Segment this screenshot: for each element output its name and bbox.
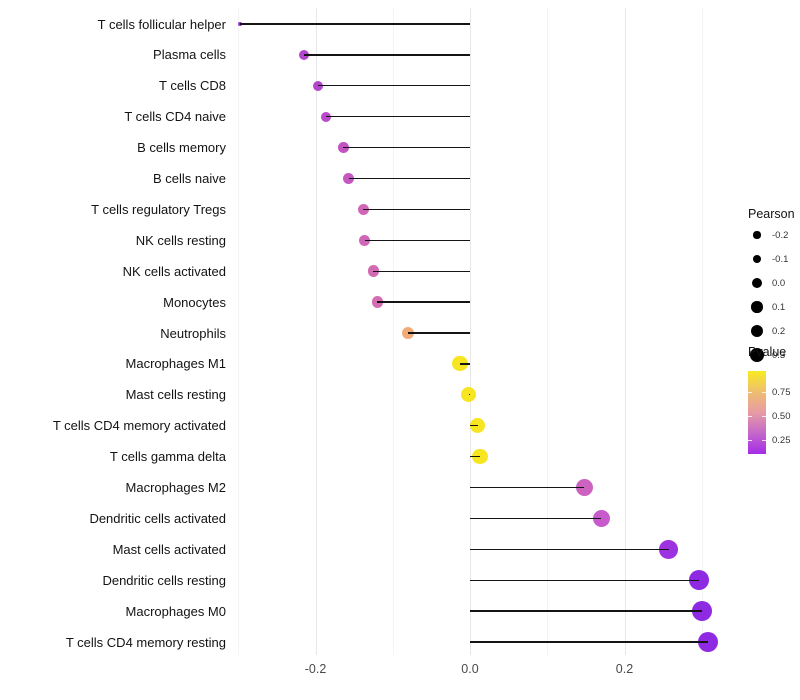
x-axis-tick-label: 0.0 [461,662,479,676]
lollipop-stem [343,146,470,149]
data-point [470,418,486,434]
lollipop-stem [468,394,470,396]
lollipop-stem [470,455,480,458]
legend-size-dot [752,278,762,288]
lollipop-stem [348,177,470,180]
lollipop-stem [364,239,470,241]
pvalue-gradient-bar [748,371,766,454]
y-axis-label: T cells CD8 [159,78,226,94]
legend-size-label: 0.3 [772,349,786,361]
legend-size-dot [750,348,764,362]
gridline-major [624,8,626,655]
gridline-minor [547,8,549,655]
legend-pvalue-tick-mark [748,440,752,441]
y-axis-label: Mast cells resting [125,387,226,403]
lollipop-stem [470,548,669,550]
data-point [460,387,477,403]
data-point [452,356,468,372]
y-axis-label: T cells regulatory Tregs [91,201,226,217]
y-axis-label: Dendritic cells activated [89,510,226,526]
data-point [321,111,332,122]
gridline-minor [238,8,240,655]
y-axis-label: Monocytes [163,294,226,310]
y-axis-label: Plasma cells [153,47,226,63]
lollipop-stem [377,301,470,303]
legend-pvalue-tick-mark [748,392,752,393]
y-axis-label: T cells follicular helper [97,16,226,32]
y-axis-label: B cells naive [153,171,226,186]
legend-size-label: 0.2 [772,325,786,337]
lollipop-stem [470,641,708,643]
y-axis-label: T cells CD4 memory resting [65,634,226,650]
gridline-minor [392,8,394,655]
y-axis-label: T cells gamma delta [109,449,226,465]
legend-size-dot [752,254,762,264]
lollipop-stem [363,208,470,211]
legend-pvalue-tick-mark [762,416,766,417]
data-point [689,570,710,591]
lollipop-stem [373,270,470,272]
gridline-minor [701,8,703,655]
lollipop-stem [326,116,470,118]
lollipop-stem [470,486,585,489]
legend-size-dot [753,231,761,239]
lollipop-stem [408,332,470,334]
lollipop-stem [470,610,702,612]
data-point [237,21,242,27]
legend-size-dot [750,324,764,338]
legend-pvalue-tick-mark [762,392,766,393]
data-point [575,479,593,496]
legend-pvalue-tick-label: 0.75 [772,386,791,398]
legend-size-dot [751,301,763,313]
y-axis-label: Dendritic cells resting [102,572,226,588]
legend-pvalue-title: Pvalue [748,345,787,359]
legend-pearson-title: Pearson [748,207,795,221]
legend-pvalue-tick-mark [748,416,752,417]
lollipop-stem [460,363,470,365]
legend-size-label: -0.1 [772,253,789,265]
data-point [691,601,712,622]
plot-panel [233,8,719,655]
y-axis-label: NK cells resting [135,232,226,248]
y-axis-label: Macrophages M1 [125,356,226,372]
legend-size-label: -0.2 [772,229,789,241]
y-axis-label: Macrophages M2 [125,480,226,495]
y-axis-label: Macrophages M0 [125,603,226,619]
y-axis-label: Mast cells activated [112,541,226,557]
y-axis-label: B cells memory [137,140,226,156]
legend-pvalue-tick-label: 0.25 [772,434,791,446]
gridline-major [470,8,471,655]
legend-size-label: 0.0 [772,277,786,289]
legend-size-label: 0.1 [772,301,786,313]
data-point [337,142,349,153]
lollipop-stem [470,425,478,427]
gridline-major [315,8,317,655]
legend-pvalue-tick-mark [762,440,766,441]
y-axis-labels: T cells follicular helper Plasma cells T c… [0,8,226,655]
lollipop-stem [239,23,470,25]
legend-pvalue-tick-label: 0.50 [772,410,791,422]
lollipop-stem [470,579,700,581]
y-axis-label: Neutrophils [160,325,226,341]
y-axis-label: T cells CD4 memory activated [52,418,226,434]
y-axis-label: T cells CD4 naive [124,109,226,125]
lollipop-stem [470,517,602,520]
lollipop-stem [303,54,470,56]
data-point [697,631,719,653]
lollipop-stem [317,85,470,87]
y-axis-label: NK cells activated [122,263,226,279]
x-axis-tick-label: 0.2 [615,662,634,676]
x-axis-tick-label: -0.2 [304,662,327,676]
